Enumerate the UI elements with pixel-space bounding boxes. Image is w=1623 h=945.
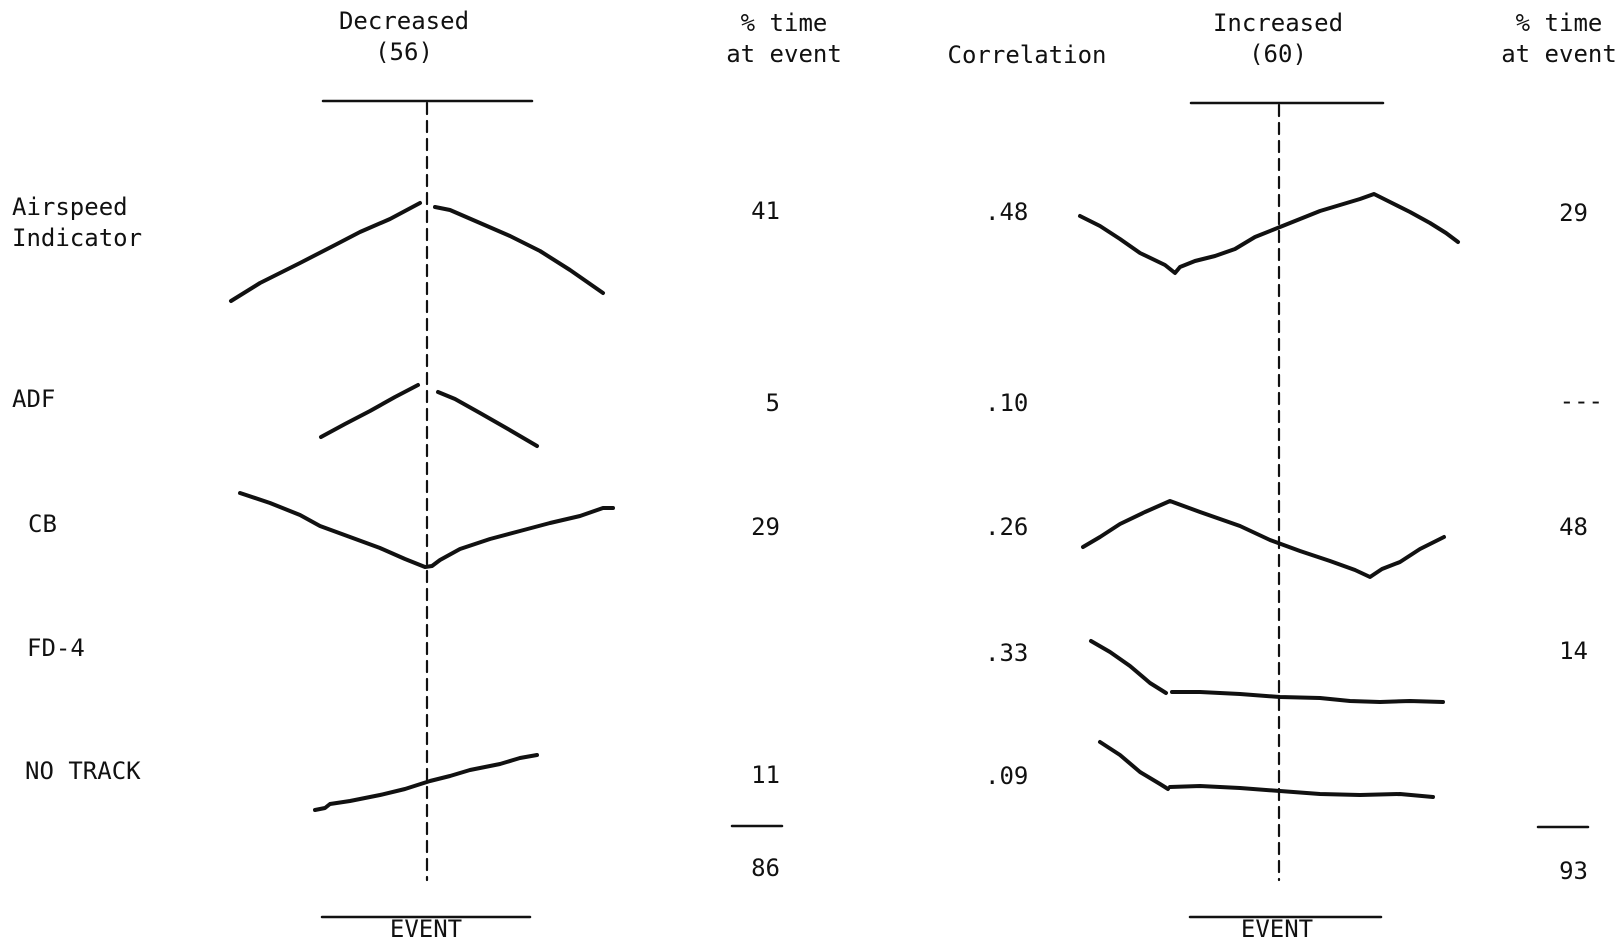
pct-increased-cb: 48 [1559, 513, 1588, 541]
left-airspeed-trend-before [229, 201, 422, 303]
right-fd4-trend-flat [1170, 690, 1445, 704]
instrument-label-cb: CB [28, 510, 57, 538]
left-adf-trend-before [319, 383, 420, 439]
pct-time-left-header: % time at event [726, 9, 842, 68]
correlation-cb: .26 [985, 513, 1029, 541]
decreased-header: Decreased (56) [338, 7, 470, 66]
correlation-fd4: .33 [985, 639, 1029, 667]
pct-decreased-cb: 29 [751, 513, 780, 541]
pct-increased-adf: --- [1559, 387, 1603, 415]
total-decreased: 86 [751, 854, 780, 882]
pct-time-right-header: % time at event [1501, 9, 1617, 68]
instrument-label-airspeed: Airspeed Indicator [12, 193, 143, 252]
left-adf-trend-after [436, 390, 539, 448]
left-cb-trend [238, 491, 615, 569]
pct-decreased-airspeed: 41 [751, 197, 780, 225]
correlation-adf: .10 [985, 389, 1029, 417]
instrument-label-notrack: NO TRACK [25, 757, 141, 785]
right-fd4-trend [1089, 639, 1168, 695]
correlation-notrack: .09 [985, 762, 1029, 790]
pct-decreased-notrack: 11 [751, 761, 780, 789]
right-notrack-trend-flat [1168, 784, 1435, 799]
instrument-label-adf: ADF [12, 385, 56, 413]
correlation-airspeed: .48 [985, 198, 1029, 226]
total-increased: 93 [1559, 857, 1588, 885]
pct-increased-airspeed: 29 [1559, 199, 1588, 227]
right-airspeed-trend [1078, 192, 1460, 275]
instrument-label-fd4: FD-4 [27, 634, 85, 662]
pct-decreased-adf: 5 [765, 389, 780, 417]
right-event-label: EVENT [1240, 915, 1314, 943]
right-notrack-trend [1098, 740, 1170, 791]
right-cb-trend [1081, 499, 1446, 579]
left-event-label: EVENT [389, 915, 463, 943]
increased-header: Increased (60) [1212, 9, 1344, 68]
correlation-header: Correlation [947, 41, 1107, 69]
pct-increased-fd4: 14 [1559, 637, 1588, 665]
left-airspeed-trend-after [433, 205, 605, 295]
left-notrack-trend [313, 753, 539, 812]
